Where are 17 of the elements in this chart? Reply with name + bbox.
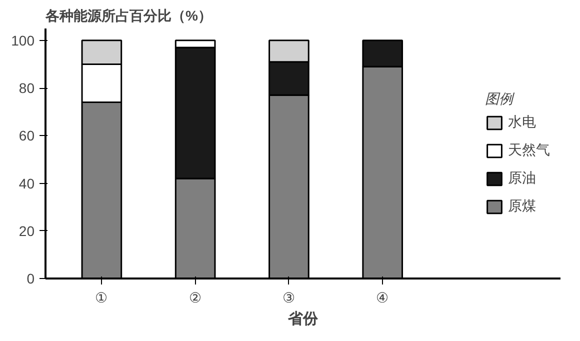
- legend-label: 水电: [508, 114, 536, 132]
- y-tick-label: 40: [18, 175, 35, 192]
- y-axis-title: 各种能源所占百分比（%）: [44, 8, 212, 24]
- legend-label: 天然气: [508, 142, 550, 160]
- legend-title: 图例: [485, 90, 516, 108]
- y-tick-label: 80: [18, 80, 35, 96]
- y-tick-label: 100: [11, 32, 35, 48]
- x-tick-label: ④: [376, 290, 390, 306]
- x-tick-label: ②: [188, 290, 202, 306]
- y-tick-label: 60: [18, 128, 35, 144]
- x-tick-label: ③: [282, 290, 296, 306]
- legend-label: 原油: [508, 170, 536, 188]
- legend-label: 原煤: [508, 198, 536, 216]
- x-axis-title: 省份: [287, 310, 319, 328]
- y-tick-label: 0: [26, 270, 35, 286]
- y-tick-label: 20: [18, 222, 35, 239]
- x-tick-label: ①: [95, 290, 108, 306]
